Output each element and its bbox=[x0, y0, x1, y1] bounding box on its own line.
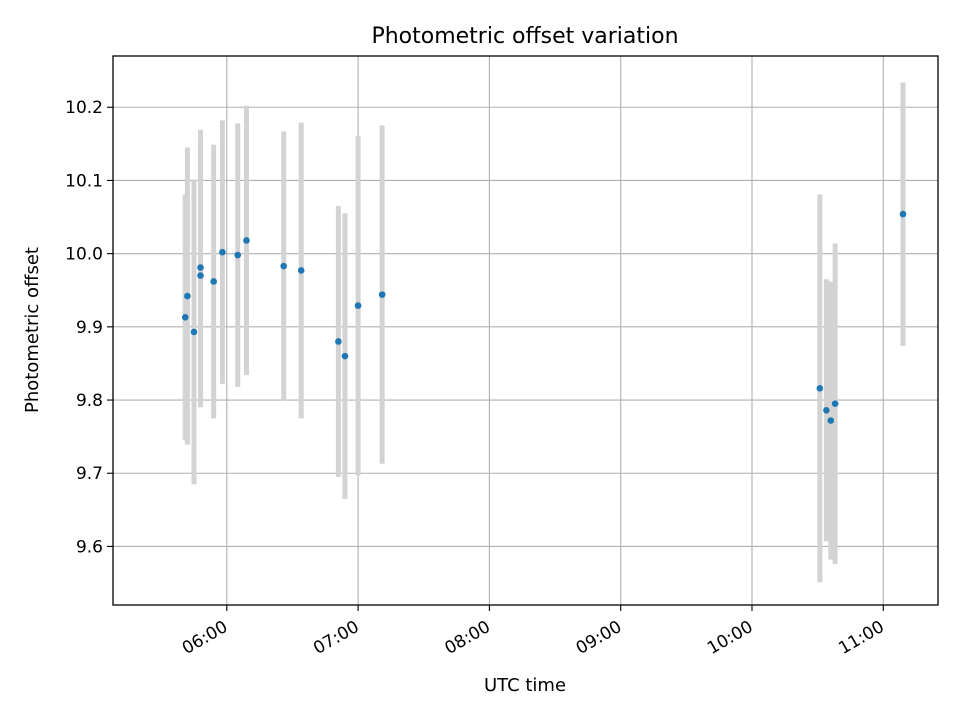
y-tick-label: 9.7 bbox=[76, 464, 103, 484]
data-point bbox=[197, 272, 204, 279]
data-point bbox=[234, 251, 242, 259]
y-axis-ticks: 9.6 9.7 9.8 9.9 10.0 10.1 10.2 bbox=[65, 98, 113, 557]
data-point bbox=[816, 385, 824, 392]
y-tick-label: 10.1 bbox=[65, 171, 103, 191]
y-tick-label: 9.8 bbox=[76, 391, 103, 411]
data-point bbox=[181, 314, 189, 321]
chart-title: Photometric offset variation bbox=[371, 24, 678, 49]
data-point bbox=[184, 292, 191, 300]
y-tick-label: 10.0 bbox=[65, 245, 103, 265]
data-point bbox=[831, 400, 839, 408]
data-point bbox=[899, 210, 907, 218]
data-point bbox=[354, 302, 362, 309]
data-point bbox=[219, 248, 226, 256]
x-axis-label: UTC time bbox=[484, 675, 566, 696]
data-point bbox=[190, 328, 198, 336]
data-point bbox=[197, 264, 204, 271]
data-points bbox=[181, 210, 907, 424]
plot-frame bbox=[112, 55, 939, 606]
data-point bbox=[243, 237, 250, 244]
data-point bbox=[297, 267, 305, 274]
data-point bbox=[341, 352, 349, 360]
data-point bbox=[827, 417, 835, 424]
data-point bbox=[378, 291, 386, 298]
data-point bbox=[280, 262, 287, 270]
data-point bbox=[210, 278, 217, 285]
y-axis-label: Photometric offset bbox=[22, 247, 43, 413]
y-tick-label: 10.2 bbox=[65, 98, 103, 118]
grid-lines bbox=[113, 56, 938, 605]
y-tick-label: 9.9 bbox=[76, 318, 103, 338]
data-point bbox=[335, 338, 342, 345]
y-tick-label: 9.6 bbox=[76, 537, 103, 557]
data-point bbox=[823, 406, 830, 414]
